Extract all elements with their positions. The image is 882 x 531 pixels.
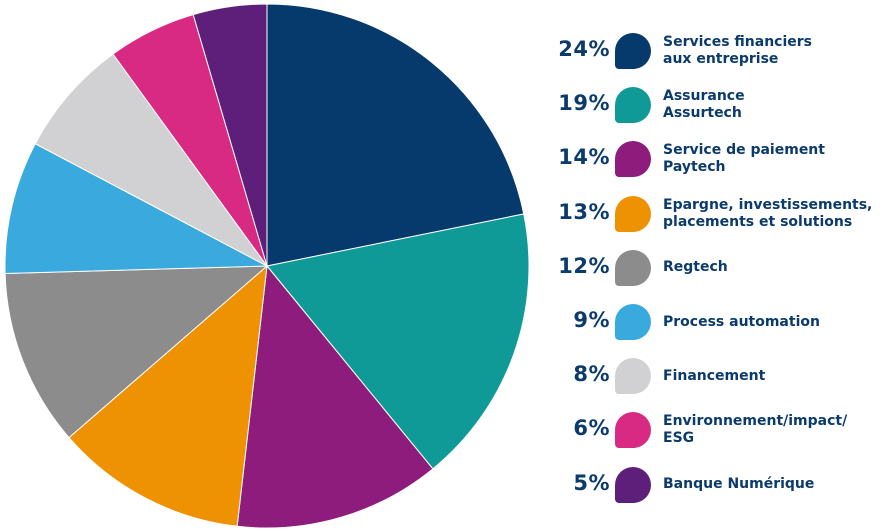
legend-label-line-2: aux entreprise <box>663 51 779 67</box>
legend-label-line-1: Process automation <box>663 313 820 330</box>
legend-swatch <box>615 358 651 395</box>
legend-swatch <box>615 412 651 449</box>
legend-label: Service de paiement Paytech <box>663 137 882 181</box>
legend-label-line-1: Service de paiement <box>663 142 825 159</box>
pie-slice-4 <box>68 264 268 527</box>
legend-label-line-1: Environnement/impact/ <box>663 413 848 430</box>
legend-swatch <box>615 466 651 503</box>
legend-swatch <box>615 141 651 178</box>
legend-label-line-1: Epargne, investissements, <box>663 196 873 213</box>
legend-label: Services financiers aux entreprise <box>663 29 882 73</box>
legend-swatch <box>615 249 651 286</box>
legend-label-line-1: Services financiers <box>663 34 812 50</box>
legend-percentage: 19% <box>558 91 610 116</box>
legend-percentage: 14% <box>558 145 610 170</box>
legend-label: Process automation <box>663 300 882 344</box>
legend-item: 19% Assurance Assurtech <box>540 83 880 127</box>
legend-swatch <box>615 304 651 340</box>
legend-label: Regtech <box>663 246 882 290</box>
legend-item: 9% Process automation <box>540 300 880 344</box>
legend-label: Environnement/impact/ESG <box>663 408 882 452</box>
legend-label-line-2: Paytech <box>663 159 726 176</box>
legend-percentage: 24% <box>558 37 610 61</box>
legend-label-line-2: Assurtech <box>663 105 742 122</box>
legend-label-line-1: Regtech <box>663 259 728 276</box>
legend-percentage: 6% <box>573 416 610 441</box>
legend-label-line-1: Banque Numérique <box>663 476 815 493</box>
pie-slice-3 <box>236 264 434 529</box>
legend-swatch <box>615 87 651 124</box>
legend-swatch <box>615 195 651 232</box>
legend-percentage: 8% <box>573 362 610 387</box>
legend-label-line-2: ESG <box>663 430 695 447</box>
pie-slice-7 <box>34 53 268 267</box>
legend-percentage: 9% <box>573 308 610 332</box>
legend-label-line-2: placements et solutions <box>663 213 853 230</box>
legend-item: 6% Environnement/impact/ESG <box>540 408 880 452</box>
legend-label: Assurance Assurtech <box>663 83 882 127</box>
pie-chart <box>4 3 530 529</box>
pie-slice-2 <box>266 213 530 470</box>
legend-label-line-1: Assurance <box>663 88 745 105</box>
pie-slice-1 <box>266 3 525 267</box>
legend-label: Epargne, investissements, placements et s… <box>663 192 882 236</box>
legend-item: 13% Epargne, investissements, placements e… <box>540 192 880 236</box>
legend-item: 12% Regtech <box>540 246 880 290</box>
pie-slice-6 <box>4 143 269 274</box>
pie-slice-5 <box>4 265 269 439</box>
legend-percentage: 13% <box>558 199 610 224</box>
legend-item: 8% Financement <box>540 354 880 398</box>
pie-slices <box>4 3 530 529</box>
legend-label-line-1: Financement <box>663 367 766 384</box>
legend-item: 14% Service de paiement Paytech <box>540 137 880 181</box>
legend-item: 5% Banque Numérique <box>540 463 880 507</box>
pie-slice-9 <box>192 3 268 267</box>
legend-percentage: 5% <box>573 470 610 495</box>
legend-swatch <box>615 33 651 69</box>
legend-label: Financement <box>663 354 882 398</box>
legend-item: 24% Services financiers aux entreprise <box>540 29 880 73</box>
legend-percentage: 12% <box>558 253 610 278</box>
legend-label: Banque Numérique <box>663 463 882 507</box>
